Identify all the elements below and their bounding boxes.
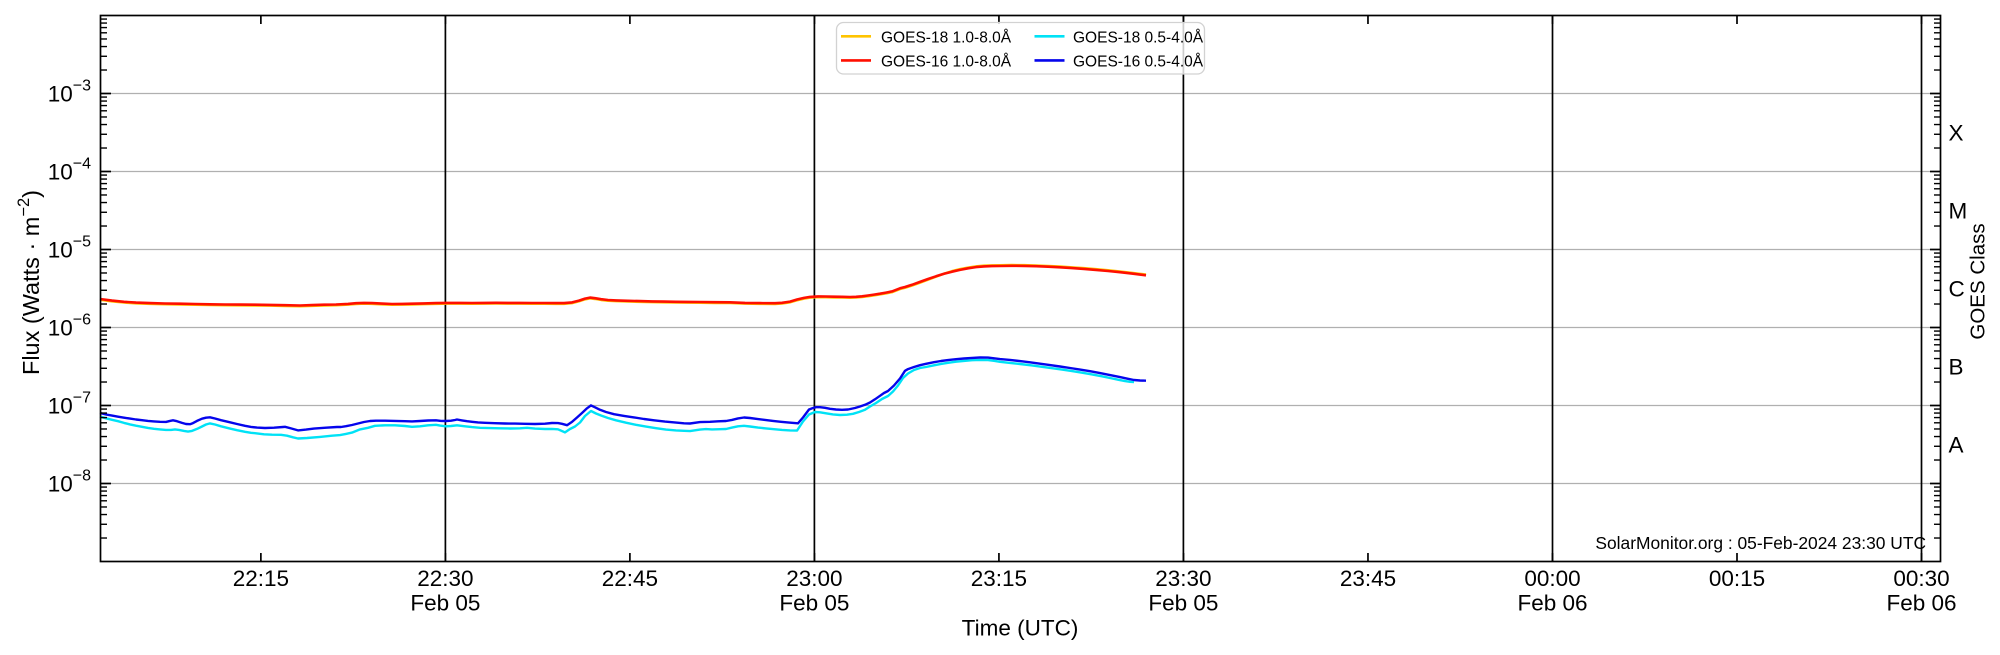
svg-text:GOES-18 0.5-4.0Å: GOES-18 0.5-4.0Å [1073, 29, 1204, 46]
svg-text:C: C [1949, 277, 1965, 302]
svg-text:Feb 06: Feb 06 [1517, 591, 1587, 616]
svg-text:Flux (Watts · m−2): Flux (Watts · m−2) [15, 190, 44, 375]
svg-text:23:45: 23:45 [1340, 566, 1396, 591]
svg-text:GOES-16 0.5-4.0Å: GOES-16 0.5-4.0Å [1073, 53, 1204, 70]
svg-text:Feb 06: Feb 06 [1886, 591, 1956, 616]
svg-text:A: A [1949, 433, 1964, 458]
svg-text:Time (UTC): Time (UTC) [962, 616, 1079, 641]
svg-text:X: X [1949, 121, 1964, 146]
svg-text:22:45: 22:45 [602, 566, 658, 591]
svg-text:22:15: 22:15 [233, 566, 289, 591]
svg-text:22:30: 22:30 [417, 566, 473, 591]
svg-text:Feb 05: Feb 05 [410, 591, 480, 616]
svg-text:SolarMonitor.org : 05-Feb-2024: SolarMonitor.org : 05-Feb-2024 23:30 UTC [1595, 533, 1926, 553]
svg-text:B: B [1949, 355, 1964, 380]
svg-text:M: M [1949, 199, 1968, 224]
svg-text:GOES Class: GOES Class [1967, 223, 1990, 339]
svg-text:00:30: 00:30 [1893, 566, 1949, 591]
svg-text:10−5: 10−5 [48, 234, 91, 263]
svg-text:23:15: 23:15 [971, 566, 1027, 591]
svg-text:Feb 05: Feb 05 [1148, 591, 1218, 616]
svg-text:00:00: 00:00 [1524, 566, 1580, 591]
svg-text:23:30: 23:30 [1155, 566, 1211, 591]
svg-text:23:00: 23:00 [786, 566, 842, 591]
svg-text:00:15: 00:15 [1709, 566, 1765, 591]
svg-text:Feb 05: Feb 05 [779, 591, 849, 616]
svg-text:GOES-16 1.0-8.0Å: GOES-16 1.0-8.0Å [881, 53, 1012, 70]
svg-text:GOES-18 1.0-8.0Å: GOES-18 1.0-8.0Å [881, 29, 1012, 46]
